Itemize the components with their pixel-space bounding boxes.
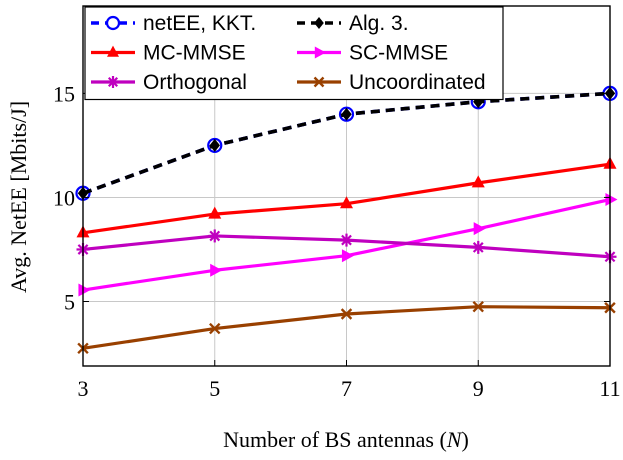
x-tick-label: 7 [341, 376, 352, 401]
marker-triangle-right [341, 249, 354, 263]
legend-label: SC-MMSE [349, 42, 448, 65]
legend-entry-0: netEE, KKT. [91, 12, 256, 35]
marker-diamond [209, 138, 220, 152]
y-tick-label: 10 [53, 185, 75, 210]
marker-diamond [341, 107, 352, 121]
legend: netEE, KKT. Alg. 3. MC-MMSE SC-MMSE Orthogon… [84, 6, 504, 101]
marker-triangle-right [473, 222, 486, 236]
x-tick-label: 5 [209, 376, 220, 401]
marker-triangle-right [210, 263, 223, 277]
marker-triangle-right [78, 283, 91, 297]
marker-triangle [107, 45, 119, 57]
x-tick-label: 3 [78, 376, 89, 401]
legend-label: Uncoordinated [349, 71, 486, 94]
series-3 [78, 193, 618, 297]
marker-star [208, 229, 222, 243]
x-tick-label: 11 [599, 376, 620, 401]
marker-star [340, 233, 353, 247]
marker-cross [209, 322, 221, 335]
x-axis-label-close: ) [461, 427, 468, 452]
legend-entry-5: Uncoordinated [297, 71, 486, 94]
marker-triangle [340, 196, 353, 209]
y-axis-label: Avg. NetEE [Mbits/J] [6, 101, 31, 293]
series-4 [76, 229, 617, 264]
marker-cross [340, 308, 353, 320]
marker-diamond [314, 17, 324, 29]
legend-entry-3: SC-MMSE [297, 42, 448, 65]
legend-entry-2: MC-MMSE [91, 42, 246, 65]
marker-triangle-right [314, 46, 326, 59]
y-tick-label: 15 [53, 81, 75, 106]
legend-entry-4: Orthogonal [91, 71, 247, 94]
legend-label: MC-MMSE [143, 42, 246, 65]
marker-triangle-right [605, 193, 618, 207]
marker-star [107, 76, 119, 88]
marker-cross [472, 300, 484, 313]
x-axis-label-var: N [446, 427, 463, 452]
x-tick-label: 9 [473, 376, 484, 401]
legend-label: Alg. 3. [349, 12, 409, 35]
marker-cross [313, 76, 325, 88]
x-axis-label: Number of BS antennas (N) [223, 427, 469, 452]
marker-circle-open [105, 15, 121, 31]
legend-entry-1: Alg. 3. [297, 12, 409, 35]
ticks: 3 5 7 9 11 5 10 15 [53, 6, 621, 401]
legend-box [84, 6, 504, 101]
legend-label: netEE, KKT. [143, 12, 256, 35]
legend-label: Orthogonal [143, 71, 247, 94]
y-tick-label: 5 [64, 289, 75, 314]
marker-star [471, 240, 485, 254]
x-axis-label-text: Number of BS antennas ( [223, 427, 447, 452]
marker-triangle [208, 206, 222, 219]
marker-triangle [471, 175, 485, 188]
